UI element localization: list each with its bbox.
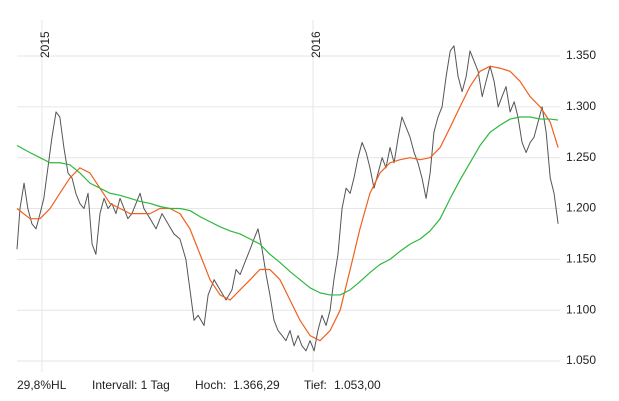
line — [16, 45, 559, 352]
grid: 1.050 1.100 1.150 1.200 1.250 1.300 1.350 2015 2… — [17, 20, 596, 372]
y-tick-label: 1.050 — [566, 353, 596, 367]
plot — [16, 45, 559, 352]
line — [16, 116, 559, 296]
high-label: Hoch: — [195, 378, 226, 392]
x-tick-label: 2015 — [38, 31, 52, 58]
x-tick-label: 2016 — [309, 31, 323, 58]
y-tick-label: 1.200 — [566, 201, 596, 215]
y-tick-label: 1.100 — [566, 302, 596, 316]
y-tick-label: 1.350 — [566, 48, 596, 62]
y-tick-label: 1.300 — [566, 99, 596, 113]
low-value: 1.053,00 — [334, 378, 381, 392]
range-text: 29,8%HL — [17, 378, 67, 392]
line — [16, 65, 559, 342]
low-label: Tief: — [304, 378, 327, 392]
interval-text: Intervall: 1 Tag — [92, 378, 170, 392]
y-tick-label: 1.150 — [566, 252, 596, 266]
high-value: 1.366,29 — [233, 378, 280, 392]
y-tick-label: 1.250 — [566, 150, 596, 164]
